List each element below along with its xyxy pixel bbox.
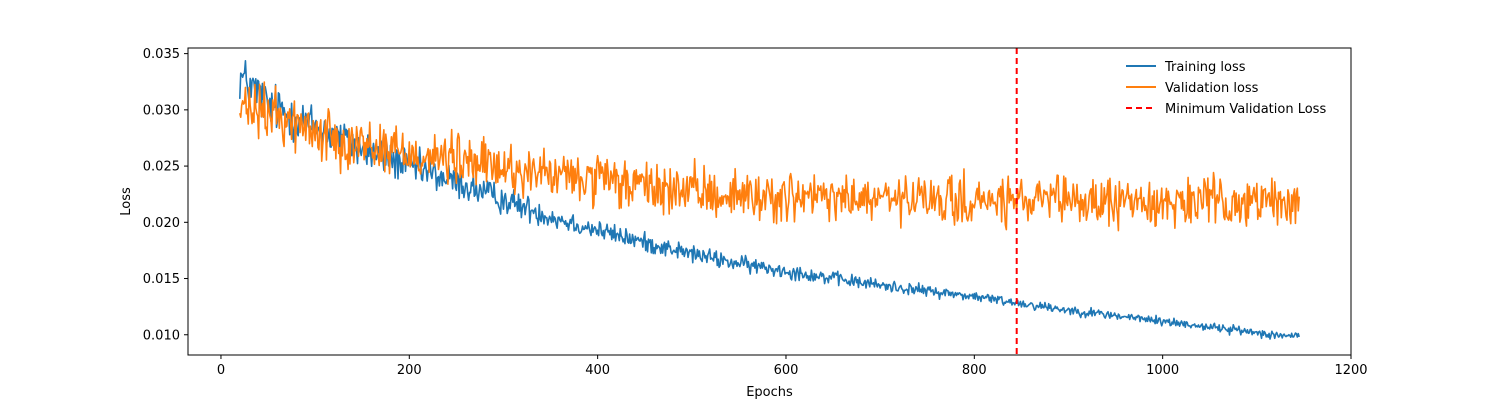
x-tick-label: 600 — [774, 363, 799, 378]
legend-label: Validation loss — [1165, 81, 1259, 96]
y-tick-label: 0.015 — [143, 272, 180, 287]
x-axis: 0 200 400 600 800 1000 1200 — [217, 355, 1368, 378]
x-tick-label: 800 — [962, 363, 987, 378]
x-tick-label: 1200 — [1334, 363, 1367, 378]
validation-loss-line — [239, 81, 1301, 232]
x-tick-label: 200 — [397, 363, 422, 378]
series-layer — [238, 48, 1301, 355]
legend-label: Minimum Validation Loss — [1165, 102, 1326, 117]
x-tick-label: 400 — [585, 363, 610, 378]
y-tick-label: 0.020 — [143, 216, 180, 231]
y-tick-label: 0.035 — [143, 47, 180, 62]
y-tick-label: 0.025 — [143, 160, 180, 175]
plot-frame — [187, 47, 1352, 356]
legend: Training loss Validation loss Minimum Vali… — [1126, 60, 1326, 117]
y-axis-label: Loss — [119, 187, 134, 216]
training-loss-line — [238, 60, 1300, 340]
y-tick-label: 0.030 — [143, 103, 180, 118]
y-axis: 0.010 0.015 0.020 0.025 0.030 0.035 — [143, 47, 188, 343]
x-tick-label: 0 — [217, 363, 225, 378]
x-axis-label: Epochs — [746, 385, 793, 400]
legend-label: Training loss — [1164, 60, 1246, 75]
x-tick-label: 1000 — [1146, 363, 1179, 378]
y-tick-label: 0.010 — [143, 328, 180, 343]
